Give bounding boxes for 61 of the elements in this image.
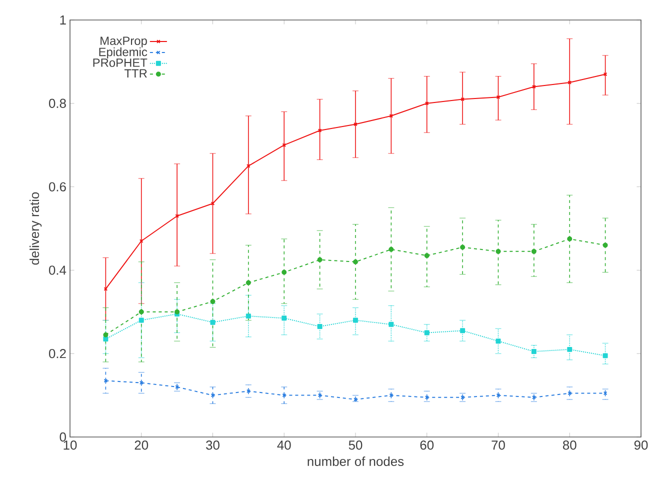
point (424, 330, 430, 336)
point (460, 244, 466, 250)
point (424, 253, 430, 258)
y-tick-label: 0.8 (48, 98, 66, 108)
point (138, 318, 144, 323)
point (531, 349, 536, 354)
point (568, 391, 572, 396)
point (282, 316, 287, 321)
point (104, 378, 108, 383)
point (603, 391, 608, 396)
point (496, 338, 501, 344)
legend-label: MaxProp (100, 36, 147, 48)
point (496, 393, 500, 398)
x-tick-label: 70 (492, 440, 505, 450)
point (388, 322, 394, 327)
point (246, 314, 251, 319)
point (246, 389, 250, 394)
point (210, 298, 216, 304)
x-tick-label: 50 (348, 440, 362, 450)
y-tick-label: 0.6 (48, 182, 66, 192)
y-axis-title: delivery ratio (30, 192, 42, 265)
y-tick-label: 0 (60, 432, 66, 442)
x-tick-label: 10 (64, 440, 77, 450)
point (602, 353, 608, 358)
point (460, 328, 466, 334)
point (282, 270, 287, 275)
x-tick-label: 60 (420, 440, 434, 450)
point (317, 324, 322, 329)
point (496, 248, 501, 254)
point (317, 257, 322, 262)
y-tick-label: 0.4 (48, 266, 66, 275)
point (103, 336, 108, 342)
point (138, 309, 144, 314)
point (567, 346, 572, 352)
legend-label: Epidemic (99, 47, 148, 59)
point (531, 248, 536, 254)
y-tick-label: 0.2 (48, 349, 66, 358)
x-tick-label: 90 (634, 440, 648, 450)
legend-label: TTR (124, 69, 147, 78)
x-tick-label: 80 (562, 440, 576, 450)
point (210, 393, 215, 398)
point (282, 393, 286, 398)
y-tick-label: 1 (60, 16, 66, 24)
point (103, 332, 108, 338)
point (353, 318, 358, 323)
point (388, 246, 394, 252)
point (318, 393, 322, 398)
legend-label: PRoPHET (93, 58, 148, 67)
point (532, 395, 536, 400)
point (602, 242, 608, 248)
point (353, 259, 358, 264)
point (210, 320, 216, 325)
point (139, 380, 144, 385)
point (567, 236, 572, 242)
x-tick-label: 20 (134, 440, 148, 450)
point (389, 393, 394, 398)
x-tick-label: 40 (277, 440, 291, 450)
point (174, 309, 180, 314)
x-axis-title: number of nodes (308, 456, 404, 466)
point (246, 280, 251, 286)
x-tick-label: 30 (206, 440, 220, 450)
